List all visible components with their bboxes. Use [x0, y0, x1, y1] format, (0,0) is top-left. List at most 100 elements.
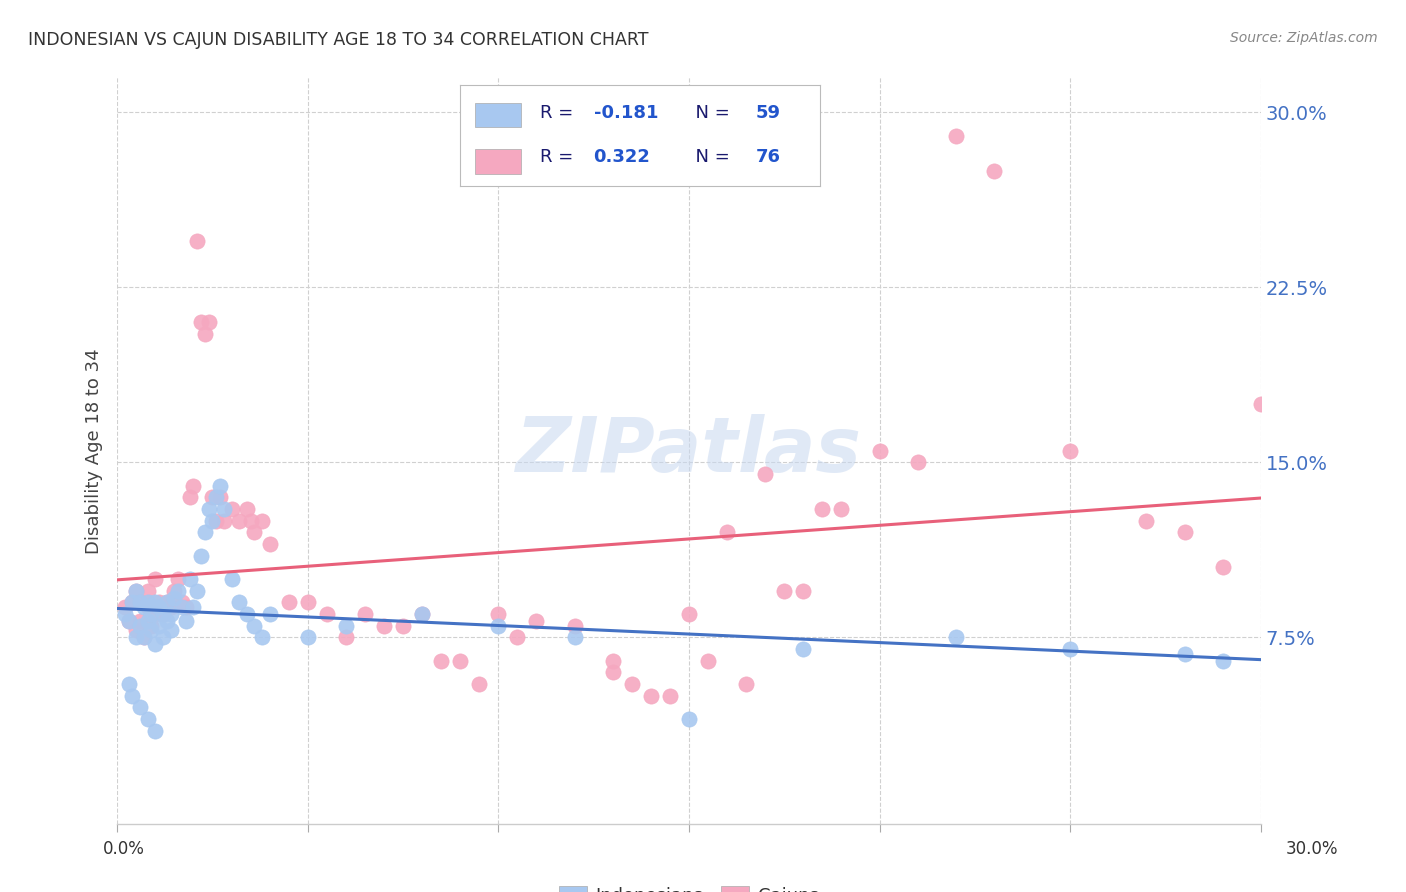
Point	[143, 723, 166, 738]
Point	[197, 315, 219, 329]
Point	[201, 491, 224, 505]
Point	[1059, 642, 1081, 657]
Point	[121, 595, 143, 609]
Point	[658, 689, 681, 703]
Point	[170, 595, 193, 609]
Point	[183, 600, 205, 615]
Point	[136, 600, 159, 615]
Point	[411, 607, 433, 621]
Point	[564, 631, 586, 645]
Point	[136, 614, 159, 628]
Point	[129, 595, 152, 609]
Point	[236, 502, 259, 516]
Point	[1173, 647, 1195, 661]
Legend: Indonesians, Cajuns: Indonesians, Cajuns	[553, 879, 825, 892]
Point	[205, 514, 228, 528]
Point	[143, 607, 166, 621]
Point	[228, 595, 250, 609]
Point	[236, 607, 259, 621]
Point	[620, 677, 643, 691]
Point	[194, 327, 217, 342]
Point	[811, 502, 834, 516]
Point	[136, 712, 159, 726]
Point	[136, 595, 159, 609]
Point	[167, 572, 190, 586]
Point	[156, 614, 179, 628]
Point	[297, 595, 319, 609]
Point	[159, 607, 181, 621]
Point	[486, 619, 509, 633]
Point	[163, 583, 186, 598]
Point	[141, 619, 163, 633]
Point	[152, 607, 174, 621]
Point	[335, 619, 357, 633]
Point	[354, 607, 377, 621]
Point	[174, 600, 197, 615]
Point	[602, 654, 624, 668]
Point	[170, 600, 193, 615]
Point	[602, 665, 624, 680]
Point	[125, 583, 148, 598]
Point	[678, 607, 700, 621]
Point	[221, 572, 243, 586]
Text: Source: ZipAtlas.com: Source: ZipAtlas.com	[1230, 31, 1378, 45]
Point	[132, 600, 155, 615]
Point	[117, 614, 139, 628]
Point	[1212, 560, 1234, 574]
Point	[1173, 525, 1195, 540]
Point	[174, 614, 197, 628]
Point	[259, 537, 281, 551]
Point	[983, 163, 1005, 178]
Point	[773, 583, 796, 598]
Text: 0.0%: 0.0%	[103, 840, 145, 858]
Point	[121, 595, 143, 609]
Point	[190, 549, 212, 563]
Point	[945, 128, 967, 143]
Point	[945, 631, 967, 645]
Y-axis label: Disability Age 18 to 34: Disability Age 18 to 34	[86, 348, 103, 554]
Point	[392, 619, 415, 633]
Point	[201, 514, 224, 528]
Point	[125, 631, 148, 645]
Point	[449, 654, 471, 668]
Point	[1135, 514, 1157, 528]
Point	[121, 689, 143, 703]
Point	[792, 642, 814, 657]
Point	[190, 315, 212, 329]
Point	[141, 624, 163, 638]
Point	[141, 607, 163, 621]
Point	[143, 637, 166, 651]
Point	[132, 631, 155, 645]
Point	[735, 677, 758, 691]
Point	[259, 607, 281, 621]
Point	[250, 514, 273, 528]
Point	[183, 479, 205, 493]
Point	[228, 514, 250, 528]
Point	[209, 479, 232, 493]
Point	[564, 619, 586, 633]
Point	[297, 631, 319, 645]
Point	[179, 572, 201, 586]
Point	[1250, 397, 1272, 411]
Point	[114, 607, 136, 621]
Point	[830, 502, 852, 516]
Text: 30.0%: 30.0%	[1286, 840, 1339, 858]
Point	[143, 572, 166, 586]
Point	[125, 583, 148, 598]
Point	[277, 595, 299, 609]
Point	[697, 654, 720, 668]
Point	[197, 502, 219, 516]
Point	[869, 443, 891, 458]
Point	[117, 614, 139, 628]
Point	[159, 624, 181, 638]
Point	[132, 631, 155, 645]
Point	[212, 502, 235, 516]
Text: INDONESIAN VS CAJUN DISABILITY AGE 18 TO 34 CORRELATION CHART: INDONESIAN VS CAJUN DISABILITY AGE 18 TO…	[28, 31, 648, 49]
Point	[205, 491, 228, 505]
Point	[716, 525, 738, 540]
Point	[430, 654, 453, 668]
Point	[129, 619, 152, 633]
Point	[186, 583, 208, 598]
Point	[243, 619, 266, 633]
Point	[148, 619, 170, 633]
